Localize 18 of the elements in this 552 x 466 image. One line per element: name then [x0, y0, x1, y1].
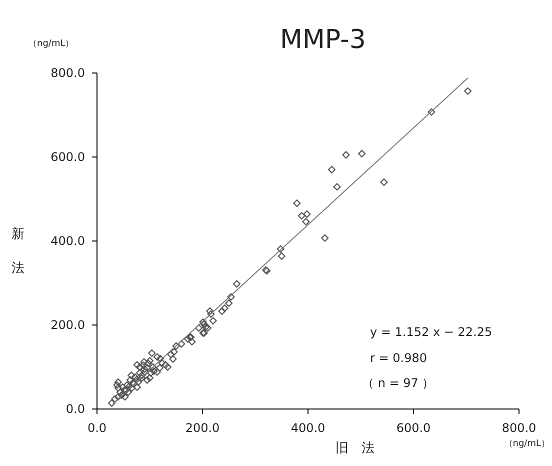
- x-axis-title: 旧 法: [336, 441, 374, 456]
- text: （ng/mL）: [28, 39, 74, 49]
- annotation: （ n = 97 ）: [362, 376, 434, 390]
- text: 新法: [12, 227, 24, 276]
- chart-title: MMP-3: [280, 25, 366, 55]
- x-tick-label: 200.0: [185, 421, 220, 435]
- y-tick-label: 400.0: [50, 234, 85, 248]
- y-tick-label: 800.0: [50, 66, 85, 80]
- y-tick-label: 200.0: [50, 318, 85, 332]
- x-tick-label: 400.0: [290, 421, 326, 435]
- y-tick-label: 0.0: [66, 402, 85, 416]
- text: （ng/mL）: [504, 439, 550, 449]
- annotation: y = 1.152 x − 22.25: [370, 325, 492, 339]
- y-tick-label: 600.0: [50, 150, 85, 164]
- annotation: r = 0.980: [370, 351, 427, 365]
- x-tick-label: 0.0: [87, 421, 107, 435]
- x-tick-label: 800.0: [502, 421, 536, 435]
- x-tick-label: 600.0: [396, 421, 431, 435]
